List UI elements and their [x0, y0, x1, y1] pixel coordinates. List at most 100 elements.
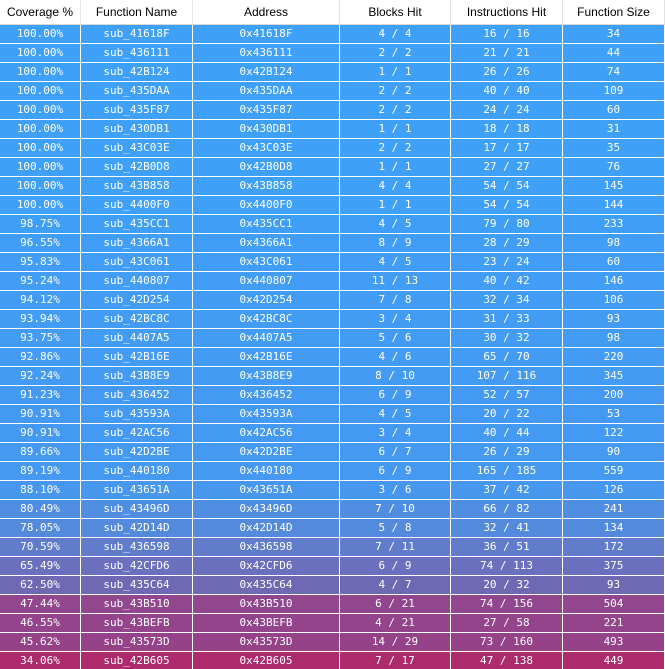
address-cell: 0x435CC1: [193, 215, 340, 233]
table-row[interactable]: 89.19% sub_440180 0x440180 6 / 9 165 / 185 55…: [0, 462, 665, 481]
table-row[interactable]: 88.10% sub_43651A 0x43651A 3 / 6 37 / 42 126: [0, 481, 665, 500]
address-cell: 0x42CFD6: [193, 557, 340, 575]
coverage-cell: 100.00%: [0, 120, 81, 138]
table-row[interactable]: 98.75% sub_435CC1 0x435CC1 4 / 5 79 / 80 233: [0, 215, 665, 234]
table-row[interactable]: 96.55% sub_4366A1 0x4366A1 8 / 9 28 / 29 98: [0, 234, 665, 253]
column-header-function-size[interactable]: Function Size: [563, 0, 665, 24]
column-header-address[interactable]: Address: [193, 0, 340, 24]
function-name-cell: sub_436598: [81, 538, 193, 556]
table-row[interactable]: 70.59% sub_436598 0x436598 7 / 11 36 / 51 172: [0, 538, 665, 557]
coverage-cell: 95.83%: [0, 253, 81, 271]
table-row[interactable]: 100.00% sub_435F87 0x435F87 2 / 2 24 / 24 60: [0, 101, 665, 120]
blocks-hit-cell: 3 / 4: [340, 424, 451, 442]
blocks-hit-cell: 3 / 6: [340, 481, 451, 499]
table-row[interactable]: 100.00% sub_41618F 0x41618F 4 / 4 16 / 16 34: [0, 25, 665, 44]
coverage-cell: 100.00%: [0, 44, 81, 62]
column-header-blocks-hit[interactable]: Blocks Hit: [340, 0, 451, 24]
coverage-cell: 92.24%: [0, 367, 81, 385]
table-row[interactable]: 93.94% sub_42BC8C 0x42BC8C 3 / 4 31 / 33 93: [0, 310, 665, 329]
instructions-hit-cell: 32 / 34: [451, 291, 563, 309]
column-header-function-name[interactable]: Function Name: [81, 0, 193, 24]
table-row[interactable]: 34.06% sub_42B605 0x42B605 7 / 17 47 / 138 44…: [0, 652, 665, 669]
function-size-cell: 35: [563, 139, 665, 157]
table-row[interactable]: 100.00% sub_435DAA 0x435DAA 2 / 2 40 / 40 109: [0, 82, 665, 101]
coverage-cell: 93.75%: [0, 329, 81, 347]
function-name-cell: sub_4400F0: [81, 196, 193, 214]
column-header-instructions-hit[interactable]: Instructions Hit: [451, 0, 563, 24]
table-row[interactable]: 92.86% sub_42B16E 0x42B16E 4 / 6 65 / 70 220: [0, 348, 665, 367]
coverage-cell: 88.10%: [0, 481, 81, 499]
function-size-cell: 98: [563, 329, 665, 347]
function-size-cell: 145: [563, 177, 665, 195]
address-cell: 0x42D254: [193, 291, 340, 309]
address-cell: 0x436452: [193, 386, 340, 404]
table-row[interactable]: 92.24% sub_43B8E9 0x43B8E9 8 / 10 107 / 116 3…: [0, 367, 665, 386]
instructions-hit-cell: 17 / 17: [451, 139, 563, 157]
function-size-cell: 76: [563, 158, 665, 176]
instructions-hit-cell: 26 / 29: [451, 443, 563, 461]
instructions-hit-cell: 65 / 70: [451, 348, 563, 366]
function-size-cell: 93: [563, 576, 665, 594]
table-row[interactable]: 94.12% sub_42D254 0x42D254 7 / 8 32 / 34 106: [0, 291, 665, 310]
table-row[interactable]: 90.91% sub_43593A 0x43593A 4 / 5 20 / 22 53: [0, 405, 665, 424]
coverage-cell: 96.55%: [0, 234, 81, 252]
function-size-cell: 44: [563, 44, 665, 62]
function-name-cell: sub_43BEFB: [81, 614, 193, 632]
function-size-cell: 345: [563, 367, 665, 385]
function-name-cell: sub_43C061: [81, 253, 193, 271]
coverage-cell: 93.94%: [0, 310, 81, 328]
coverage-cell: 98.75%: [0, 215, 81, 233]
address-cell: 0x43C03E: [193, 139, 340, 157]
blocks-hit-cell: 1 / 1: [340, 158, 451, 176]
table-row[interactable]: 95.24% sub_440807 0x440807 11 / 13 40 / 42 14…: [0, 272, 665, 291]
instructions-hit-cell: 16 / 16: [451, 25, 563, 43]
table-row[interactable]: 100.00% sub_43B858 0x43B858 4 / 4 54 / 54 145: [0, 177, 665, 196]
blocks-hit-cell: 2 / 2: [340, 139, 451, 157]
coverage-cell: 100.00%: [0, 82, 81, 100]
table-row[interactable]: 95.83% sub_43C061 0x43C061 4 / 5 23 / 24 60: [0, 253, 665, 272]
function-name-cell: sub_436452: [81, 386, 193, 404]
address-cell: 0x43B510: [193, 595, 340, 613]
address-cell: 0x436598: [193, 538, 340, 556]
function-size-cell: 449: [563, 652, 665, 669]
table-row[interactable]: 100.00% sub_430DB1 0x430DB1 1 / 1 18 / 18 31: [0, 120, 665, 139]
table-row[interactable]: 46.55% sub_43BEFB 0x43BEFB 4 / 21 27 / 58 221: [0, 614, 665, 633]
blocks-hit-cell: 1 / 1: [340, 120, 451, 138]
function-name-cell: sub_41618F: [81, 25, 193, 43]
table-row[interactable]: 78.05% sub_42D14D 0x42D14D 5 / 8 32 / 41 134: [0, 519, 665, 538]
blocks-hit-cell: 4 / 21: [340, 614, 451, 632]
table-row[interactable]: 100.00% sub_43C03E 0x43C03E 2 / 2 17 / 17 35: [0, 139, 665, 158]
table-row[interactable]: 89.66% sub_42D2BE 0x42D2BE 6 / 7 26 / 29 90: [0, 443, 665, 462]
table-row[interactable]: 62.50% sub_435C64 0x435C64 4 / 7 20 / 32 93: [0, 576, 665, 595]
table-header: Coverage % Function Name Address Blocks …: [0, 0, 665, 25]
function-name-cell: sub_42D2BE: [81, 443, 193, 461]
function-name-cell: sub_440180: [81, 462, 193, 480]
table-row[interactable]: 47.44% sub_43B510 0x43B510 6 / 21 74 / 156 50…: [0, 595, 665, 614]
instructions-hit-cell: 107 / 116: [451, 367, 563, 385]
table-row[interactable]: 45.62% sub_43573D 0x43573D 14 / 29 73 / 160 4…: [0, 633, 665, 652]
coverage-cell: 89.66%: [0, 443, 81, 461]
function-name-cell: sub_435CC1: [81, 215, 193, 233]
instructions-hit-cell: 165 / 185: [451, 462, 563, 480]
coverage-cell: 94.12%: [0, 291, 81, 309]
table-row[interactable]: 100.00% sub_42B0D8 0x42B0D8 1 / 1 27 / 27 76: [0, 158, 665, 177]
address-cell: 0x42D2BE: [193, 443, 340, 461]
instructions-hit-cell: 54 / 54: [451, 196, 563, 214]
function-name-cell: sub_42AC56: [81, 424, 193, 442]
address-cell: 0x430DB1: [193, 120, 340, 138]
table-row[interactable]: 100.00% sub_42B124 0x42B124 1 / 1 26 / 26 74: [0, 63, 665, 82]
table-row[interactable]: 100.00% sub_4400F0 0x4400F0 1 / 1 54 / 54 144: [0, 196, 665, 215]
column-header-coverage[interactable]: Coverage %: [0, 0, 81, 24]
table-row[interactable]: 100.00% sub_436111 0x436111 2 / 2 21 / 21 44: [0, 44, 665, 63]
function-size-cell: 122: [563, 424, 665, 442]
address-cell: 0x43593A: [193, 405, 340, 423]
coverage-cell: 92.86%: [0, 348, 81, 366]
table-row[interactable]: 90.91% sub_42AC56 0x42AC56 3 / 4 40 / 44 122: [0, 424, 665, 443]
blocks-hit-cell: 7 / 11: [340, 538, 451, 556]
instructions-hit-cell: 28 / 29: [451, 234, 563, 252]
table-row[interactable]: 80.49% sub_43496D 0x43496D 7 / 10 66 / 82 241: [0, 500, 665, 519]
table-row[interactable]: 65.49% sub_42CFD6 0x42CFD6 6 / 9 74 / 113 375: [0, 557, 665, 576]
table-row[interactable]: 91.23% sub_436452 0x436452 6 / 9 52 / 57 200: [0, 386, 665, 405]
blocks-hit-cell: 8 / 10: [340, 367, 451, 385]
table-row[interactable]: 93.75% sub_4407A5 0x4407A5 5 / 6 30 / 32 98: [0, 329, 665, 348]
